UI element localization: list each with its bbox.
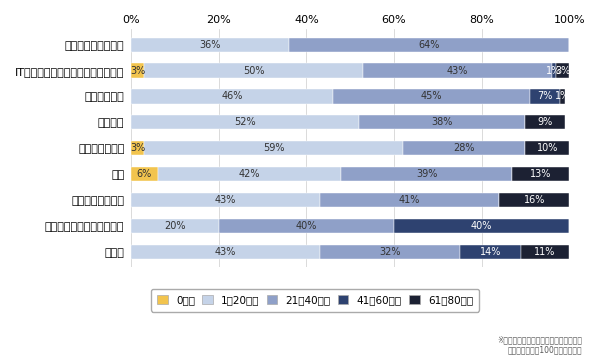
Text: 43%: 43%	[215, 247, 236, 257]
Bar	[394, 219, 569, 233]
Text: 1%: 1%	[546, 66, 562, 76]
Bar	[403, 141, 526, 155]
Bar	[556, 63, 569, 78]
Text: 40%: 40%	[296, 221, 317, 231]
Text: 59%: 59%	[263, 143, 284, 153]
Bar	[364, 63, 551, 78]
Text: 50%: 50%	[243, 66, 265, 76]
Bar	[526, 115, 565, 130]
Text: 1%: 1%	[555, 92, 570, 101]
Bar	[131, 63, 145, 78]
Bar	[131, 245, 320, 259]
Bar	[145, 141, 403, 155]
Text: 43%: 43%	[447, 66, 468, 76]
Bar	[158, 167, 341, 181]
Text: 6%: 6%	[137, 169, 152, 179]
Text: 3%: 3%	[130, 143, 146, 153]
Text: 43%: 43%	[215, 195, 236, 205]
Text: 40%: 40%	[471, 221, 493, 231]
Bar	[499, 193, 569, 207]
Text: 14%: 14%	[479, 247, 501, 257]
Text: 13%: 13%	[530, 169, 551, 179]
Bar	[320, 193, 499, 207]
Bar	[219, 219, 394, 233]
Bar	[341, 167, 512, 181]
Text: 42%: 42%	[239, 169, 260, 179]
Text: 3%: 3%	[555, 66, 570, 76]
Text: 38%: 38%	[431, 117, 453, 127]
Text: 41%: 41%	[398, 195, 420, 205]
Legend: 0時間, 1～20時間, 21～40時間, 41～60時間, 61～80時間: 0時間, 1～20時間, 21～40時間, 41～60時間, 61～80時間	[151, 289, 479, 312]
Text: ※小数点以下を四捨五入しているため、
必ずしも合計が100にならない。: ※小数点以下を四捨五入しているため、 必ずしも合計が100にならない。	[497, 335, 582, 355]
Text: 36%: 36%	[199, 40, 221, 50]
Bar	[512, 167, 569, 181]
Bar	[560, 89, 565, 104]
Text: 11%: 11%	[535, 247, 556, 257]
Bar	[131, 89, 333, 104]
Bar	[460, 245, 521, 259]
Text: 46%: 46%	[221, 92, 243, 101]
Bar	[526, 141, 569, 155]
Text: 32%: 32%	[379, 247, 400, 257]
Bar	[289, 38, 569, 52]
Bar	[333, 89, 530, 104]
Bar	[530, 89, 560, 104]
Bar	[131, 115, 359, 130]
Bar	[131, 193, 320, 207]
Bar	[521, 245, 569, 259]
Text: 45%: 45%	[421, 92, 442, 101]
Bar	[131, 38, 289, 52]
Text: 39%: 39%	[416, 169, 437, 179]
Bar	[131, 219, 219, 233]
Text: 20%: 20%	[164, 221, 186, 231]
Bar	[359, 115, 526, 130]
Bar	[131, 167, 158, 181]
Bar	[145, 63, 364, 78]
Text: 52%: 52%	[235, 117, 256, 127]
Text: 28%: 28%	[454, 143, 475, 153]
Bar	[551, 63, 556, 78]
Text: 64%: 64%	[418, 40, 440, 50]
Text: 10%: 10%	[536, 143, 558, 153]
Text: 16%: 16%	[523, 195, 545, 205]
Bar	[320, 245, 460, 259]
Bar	[131, 141, 145, 155]
Text: 3%: 3%	[130, 66, 146, 76]
Text: 9%: 9%	[538, 117, 553, 127]
Text: 7%: 7%	[538, 92, 553, 101]
